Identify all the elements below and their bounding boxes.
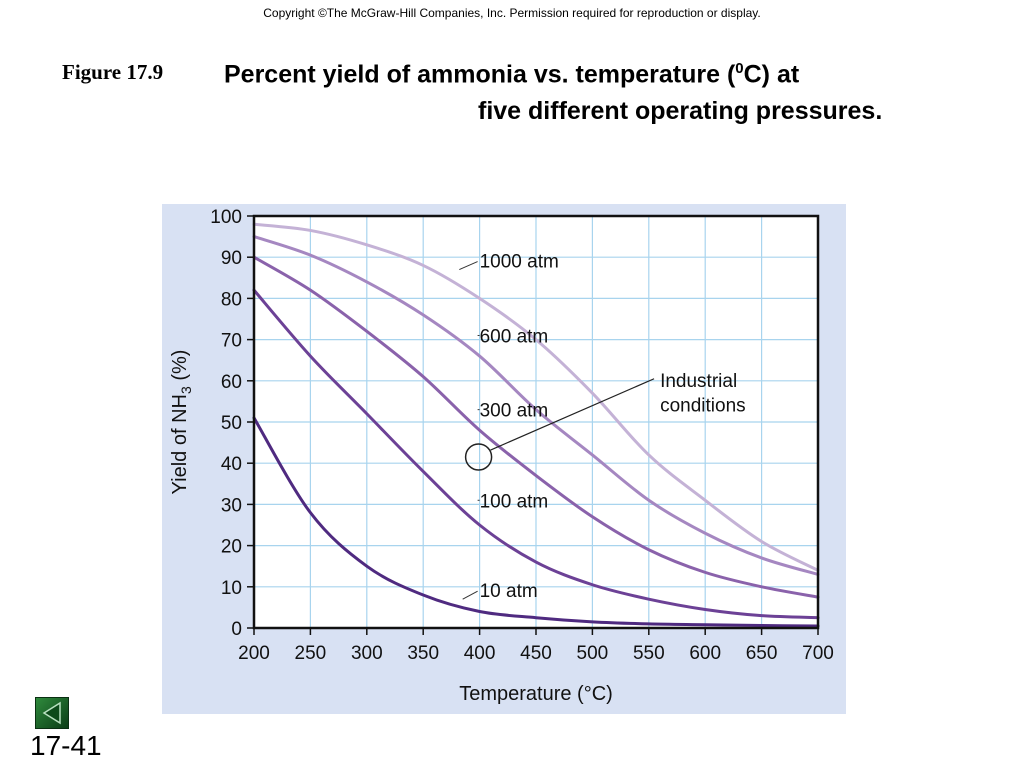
- title-text-part1: Percent yield of ammonia vs. temperature…: [224, 60, 736, 89]
- y-tick-label: 100: [210, 207, 242, 228]
- annotation-leader: [490, 378, 655, 451]
- chart-panel: 1000 atm 600 atm 300 atm 100 atm 10 atm 200 25…: [162, 204, 846, 714]
- x-tick-label: 600: [689, 643, 721, 664]
- series-label: 10 atm: [480, 581, 538, 602]
- annotation-line2: conditions: [660, 396, 746, 417]
- slide-number: 17-41: [30, 730, 102, 761]
- series-label-leader: [459, 261, 478, 271]
- x-tick-label: 500: [577, 643, 609, 664]
- x-tick-label: 400: [464, 643, 496, 664]
- annotation-line1: Industrial: [660, 371, 737, 392]
- y-tick-label: 10: [221, 578, 242, 599]
- series-label: 600 atm: [480, 326, 549, 347]
- x-tick-label: 450: [520, 643, 552, 664]
- series-label: 1000 atm: [480, 252, 559, 273]
- slide-title-line1: Percent yield of ammonia vs. temperature…: [224, 60, 799, 89]
- title-superscript: 0: [735, 60, 744, 77]
- y-tick-label: 50: [221, 413, 242, 434]
- x-tick-label: 250: [295, 643, 327, 664]
- triangle-left-icon: [42, 701, 61, 725]
- previous-slide-button[interactable]: [35, 697, 69, 729]
- y-axis-title-main: Yield of NH: [169, 394, 191, 494]
- series-line-600-atm: [252, 235, 820, 576]
- copyright-notice: Copyright ©The McGraw-Hill Companies, In…: [263, 6, 761, 20]
- x-tick-label: 650: [746, 643, 778, 664]
- y-tick-label: 30: [221, 495, 242, 516]
- series-label: 300 atm: [480, 401, 549, 422]
- y-tick-label: 0: [231, 619, 242, 640]
- series-line-10-atm: [252, 416, 820, 628]
- series-label: 100 atm: [480, 491, 549, 512]
- y-tick-label: 40: [221, 454, 242, 475]
- x-tick-label: 300: [351, 643, 383, 664]
- industrial-conditions-marker: [464, 443, 493, 471]
- slide-title-line2: five different operating pressures.: [478, 97, 883, 125]
- y-tick-label: 80: [221, 289, 242, 310]
- x-tick-label: 550: [633, 643, 665, 664]
- x-tick-label: 700: [802, 643, 834, 664]
- y-tick-label: 60: [221, 372, 242, 393]
- y-tick-label: 70: [221, 331, 242, 352]
- y-axis-title-units: (%): [169, 350, 191, 387]
- y-axis-title-subscript: 3: [178, 386, 194, 394]
- series-line-300-atm: [252, 255, 820, 599]
- x-axis-title: Temperature (°C): [459, 683, 613, 705]
- figure-label: Figure 17.9: [62, 60, 164, 84]
- series-line-100-atm: [252, 288, 820, 620]
- y-tick-label: 90: [221, 248, 242, 269]
- series-label-leader: [462, 590, 478, 600]
- x-tick-label: 350: [407, 643, 439, 664]
- y-axis-title: Yield of NH3 (%): [169, 350, 194, 495]
- y-tick-label: 20: [221, 537, 242, 558]
- series-line-1000-atm: [252, 222, 820, 572]
- x-tick-label: 200: [238, 643, 270, 664]
- title-text-part2: C) at: [743, 60, 800, 89]
